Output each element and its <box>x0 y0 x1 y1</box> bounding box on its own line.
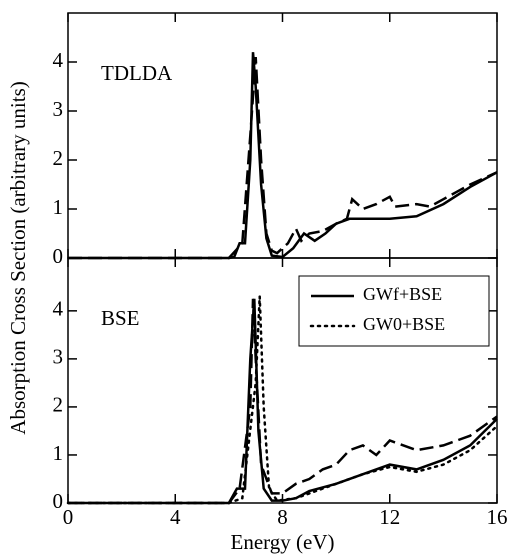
panel-label: BSE <box>101 306 140 330</box>
y-tick-label: 0 <box>53 489 64 513</box>
data-line <box>68 298 498 505</box>
data-line <box>66 296 499 505</box>
x-tick-label: 4 <box>170 505 181 529</box>
y-tick-label: 2 <box>53 393 64 417</box>
y-tick-label: 0 <box>53 244 64 268</box>
panel-label: TDLDA <box>101 61 173 85</box>
data-line <box>68 52 498 260</box>
y-tick-label: 1 <box>53 195 64 219</box>
legend-label: GW0+BSE <box>363 314 445 334</box>
x-tick-label: 16 <box>487 505 508 529</box>
y-axis-label: Absorption Cross Section (arbitrary unit… <box>6 81 30 434</box>
x-tick-label: 8 <box>277 505 288 529</box>
y-tick-label: 4 <box>53 48 64 72</box>
legend-label: GWf+BSE <box>363 284 442 304</box>
x-axis-label: Energy (eV) <box>231 530 335 554</box>
data-line <box>68 57 498 260</box>
legend-box <box>298 275 490 347</box>
x-tick-label: 12 <box>379 505 400 529</box>
plot-frame <box>67 12 498 259</box>
y-tick-label: 3 <box>53 97 64 121</box>
y-tick-label: 2 <box>53 146 64 170</box>
y-tick-label: 1 <box>53 441 64 465</box>
x-tick-label: 0 <box>63 505 74 529</box>
y-tick-label: 4 <box>53 297 64 321</box>
y-tick-label: 3 <box>53 345 64 369</box>
